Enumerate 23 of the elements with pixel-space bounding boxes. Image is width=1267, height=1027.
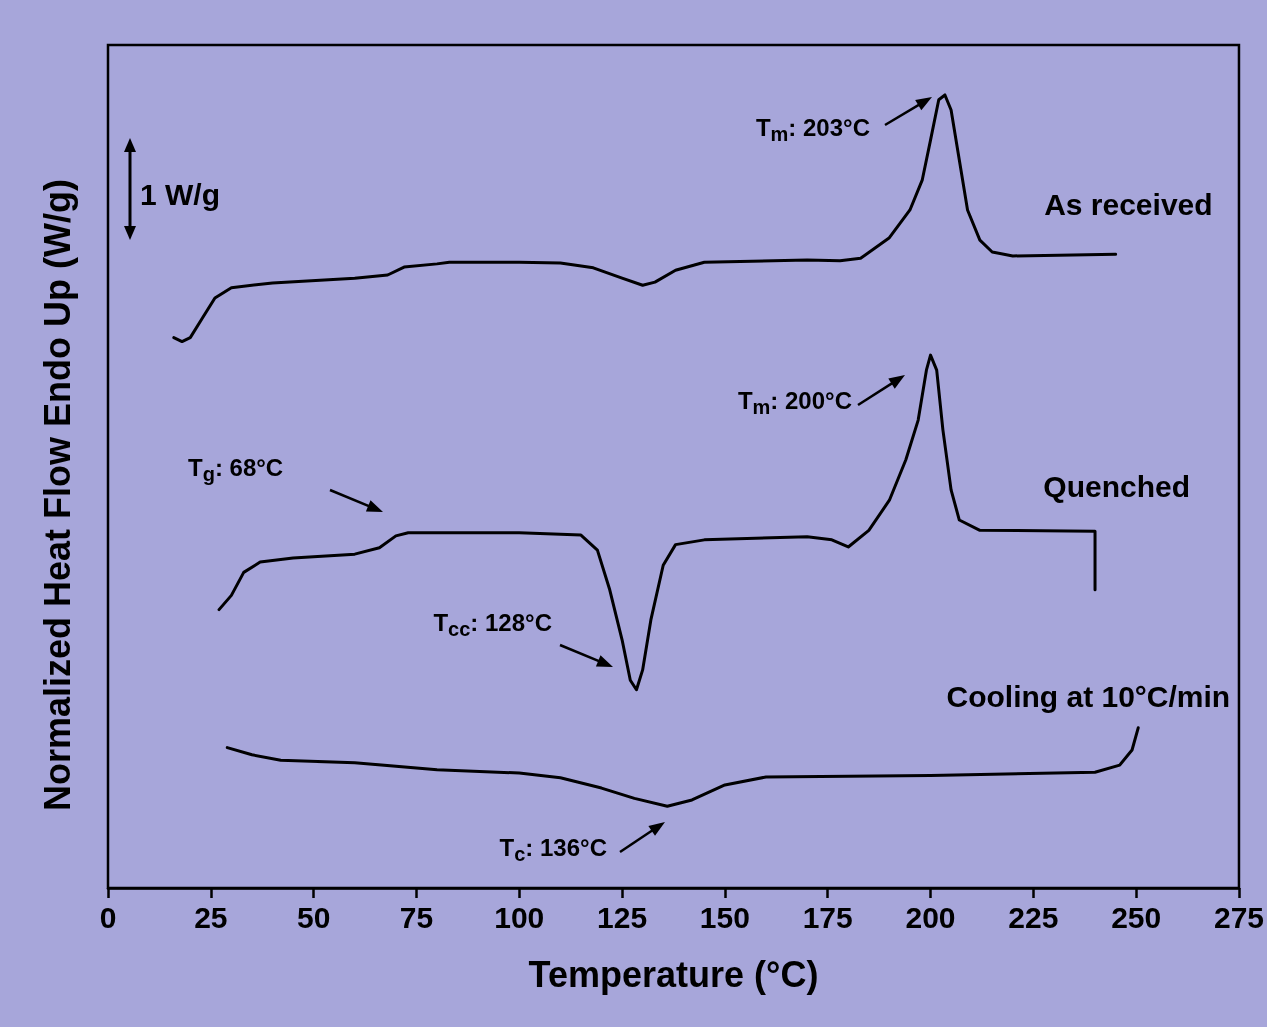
annotation: T$_{g}$: 68°C: [188, 453, 284, 486]
x-tick-label: 50: [296, 900, 331, 934]
x-tick-label: 150: [699, 900, 750, 934]
series-label: As received: [1044, 188, 1213, 222]
series-label: Quenched: [1043, 469, 1191, 503]
x-tick-label: 250: [1111, 900, 1162, 934]
x-tick-label: 75: [399, 900, 434, 934]
x-tick-label: 100: [494, 900, 545, 934]
x-tick-label: 275: [1213, 900, 1264, 934]
x-axis-title: Temperature (°C): [528, 953, 819, 995]
annotation: T$_{c}$: 136°C: [499, 833, 607, 866]
annotation: T$_{m}$: 200°C: [737, 386, 852, 419]
x-tick-label: 175: [802, 900, 853, 934]
x-tick-label: 225: [1008, 900, 1059, 934]
x-tick-label: 25: [194, 900, 228, 934]
annotation: T$_{m}$: 203°C: [755, 113, 870, 146]
annotation: 1 W/g: [140, 178, 220, 211]
y-axis-title: Normalized Heat Flow Endo Up (W/g): [37, 179, 78, 811]
annotation: T$_{cc}$: 128°C: [433, 608, 552, 641]
x-tick-label: 0: [99, 900, 117, 934]
x-tick-label: 125: [597, 900, 648, 934]
x-tick-label: 200: [905, 900, 956, 934]
series-label: Cooling at 10°C/min: [946, 679, 1231, 713]
